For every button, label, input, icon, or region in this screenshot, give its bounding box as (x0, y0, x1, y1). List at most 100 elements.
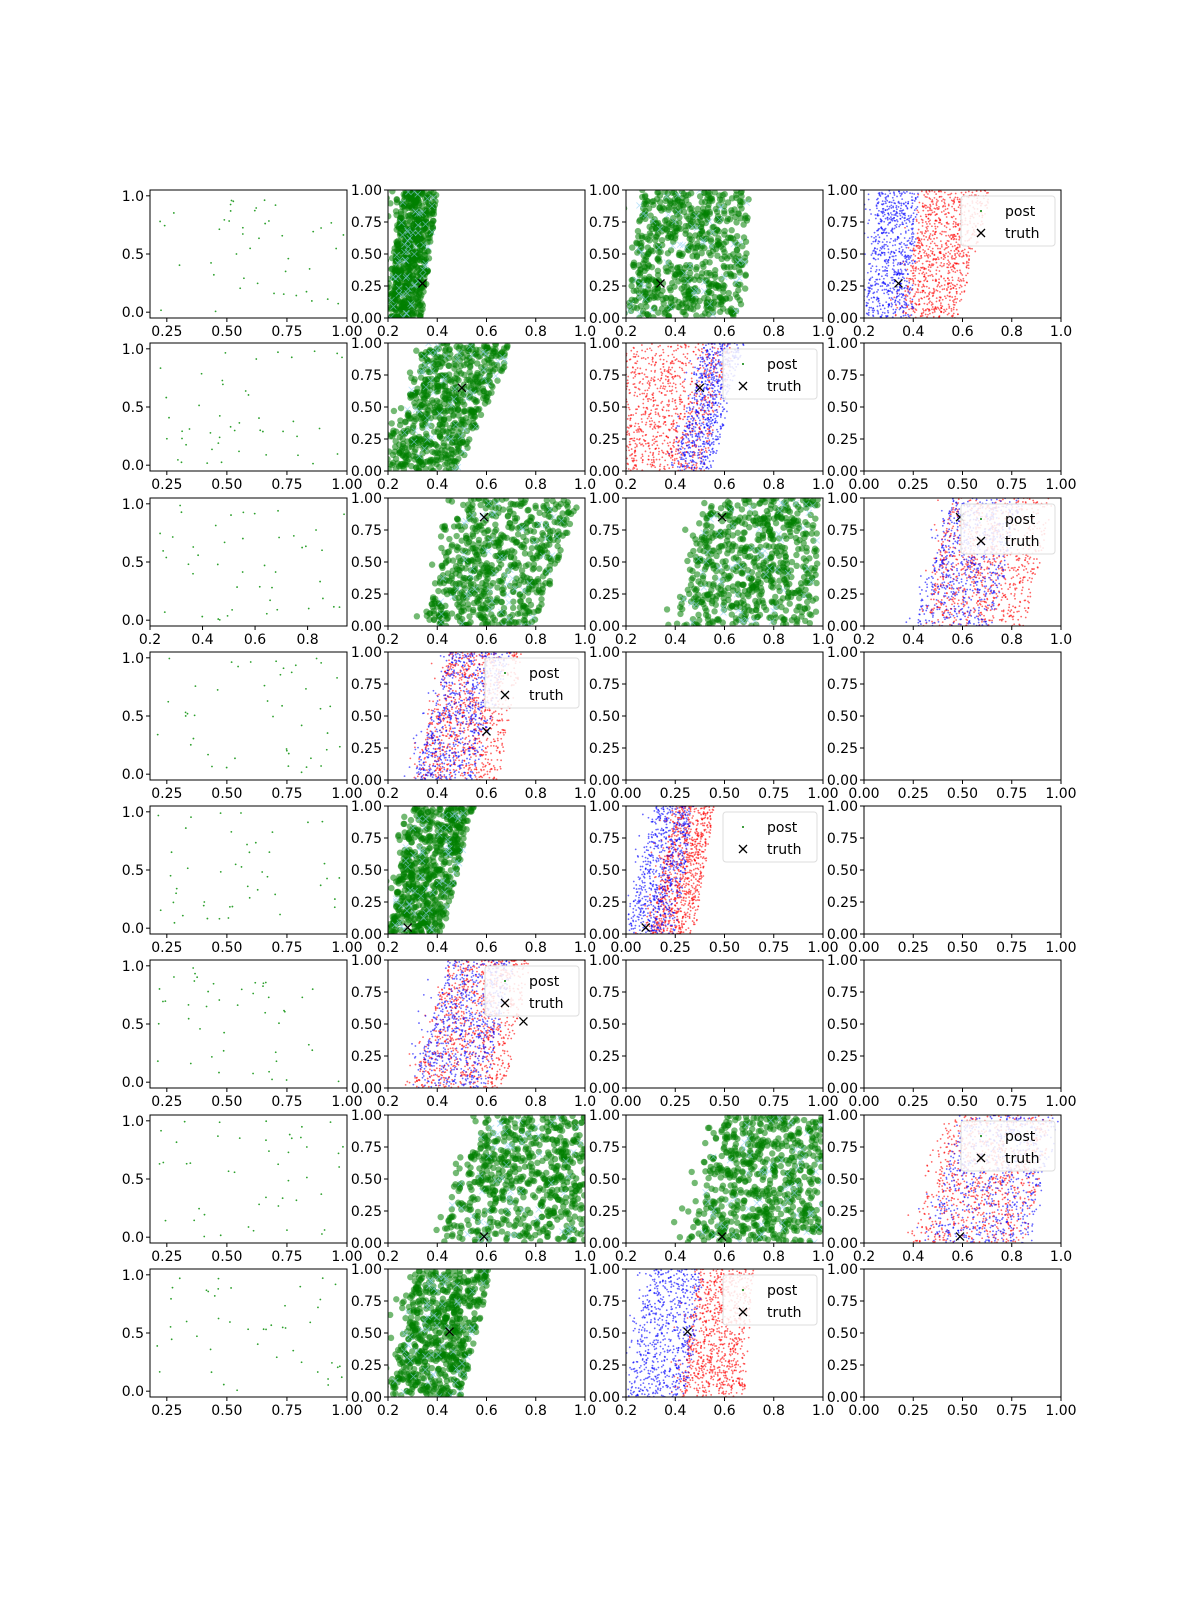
post-blue-point (904, 295, 907, 298)
post-red-point (949, 285, 952, 288)
post-red-point (953, 267, 956, 270)
post-red-point (915, 303, 918, 306)
post-red-point (936, 306, 939, 309)
post-red-point (673, 408, 675, 410)
post-red-point (690, 380, 693, 383)
post-red-point (914, 270, 917, 272)
post-red-point (634, 442, 637, 445)
post-blue-point (717, 361, 720, 364)
post-blue-point (902, 294, 904, 297)
cloud-point (691, 276, 698, 283)
y-tick-label: 0.0 (122, 305, 144, 321)
post-red-point (916, 241, 919, 244)
cloud-point (491, 365, 499, 373)
prior-point (312, 230, 315, 233)
prior-point (209, 432, 212, 434)
post-red-point (678, 439, 681, 442)
cloud-marker (667, 304, 674, 311)
cloud-point (430, 363, 437, 371)
post-red-point (640, 443, 642, 446)
cloud-marker (399, 314, 407, 318)
post-red-point (915, 309, 918, 311)
cloud-point (736, 197, 744, 205)
post-red-point (954, 235, 957, 238)
post-red-point (699, 451, 701, 454)
cloud-point (704, 290, 711, 297)
post-red-point (616, 354, 618, 356)
post-blue-point (902, 202, 905, 205)
post-blue-point (878, 302, 881, 305)
cloud-point (395, 463, 403, 470)
post-blue-point (899, 261, 902, 264)
post-red-point (632, 355, 635, 358)
y-tick-label: 0.50 (827, 247, 858, 263)
post-blue-point (884, 200, 887, 203)
post-red-point (684, 467, 687, 470)
post-red-point (690, 362, 693, 365)
post-blue-point (877, 283, 880, 286)
post-blue-point (869, 287, 872, 290)
cloud-marker (683, 244, 691, 251)
post-red-point (949, 234, 952, 237)
cloud-point (704, 190, 712, 196)
cloud-point (430, 467, 437, 471)
post-blue-point (913, 193, 916, 195)
post-blue-point (909, 256, 912, 259)
post-red-point (934, 280, 937, 282)
post-red-point (650, 379, 652, 382)
post-red-point (688, 361, 690, 364)
post-red-point (928, 263, 931, 266)
post-red-point (914, 293, 917, 295)
post-blue-point (872, 296, 875, 299)
post-blue-point (878, 278, 881, 281)
post-blue-point (720, 378, 723, 380)
post-blue-point (901, 221, 904, 224)
post-blue-point (709, 384, 712, 387)
cloud-point (729, 251, 737, 258)
post-blue-point (887, 223, 889, 226)
post-red-point (952, 265, 955, 268)
post-blue-point (899, 214, 902, 217)
post-blue-point (867, 311, 870, 314)
cloud-point (742, 271, 749, 278)
cloud-marker (656, 225, 664, 233)
post-red-point (957, 206, 960, 209)
post-blue-point (871, 265, 874, 268)
post-red-point (636, 444, 638, 446)
post-blue-point (875, 269, 878, 271)
post-blue-point (885, 198, 887, 200)
post-red-point (687, 397, 690, 399)
cloud-point (673, 227, 680, 235)
cloud-marker (637, 280, 645, 287)
cloud-point (668, 265, 675, 273)
cloud-point (396, 290, 404, 297)
post-red-point (933, 211, 936, 213)
post-red-point (943, 295, 946, 298)
x-tick-label: 0.2 (377, 324, 399, 340)
post-blue-point (898, 301, 901, 304)
post-blue-point (878, 304, 881, 307)
post-blue-point (917, 192, 919, 195)
prior-point (224, 351, 227, 354)
post-red-point (674, 453, 677, 456)
post-red-point (720, 371, 723, 373)
post-red-point (931, 273, 933, 276)
post-red-point (940, 302, 942, 305)
cloud-marker (663, 259, 671, 266)
post-red-point (904, 290, 907, 292)
post-red-point (717, 347, 719, 350)
cloud-point (685, 201, 692, 208)
post-red-point (646, 463, 649, 466)
post-red-point (698, 407, 701, 410)
post-blue-point (896, 212, 899, 214)
post-red-point (931, 264, 934, 267)
post-red-point (654, 369, 657, 372)
cloud-point (685, 247, 692, 254)
post-red-point (917, 228, 920, 231)
scatter-points (159, 199, 345, 313)
cloud-point (422, 441, 429, 448)
post-blue-point (881, 311, 884, 314)
post-red-point (918, 221, 920, 224)
cloud-point (408, 443, 416, 450)
cloud-point (409, 312, 416, 318)
